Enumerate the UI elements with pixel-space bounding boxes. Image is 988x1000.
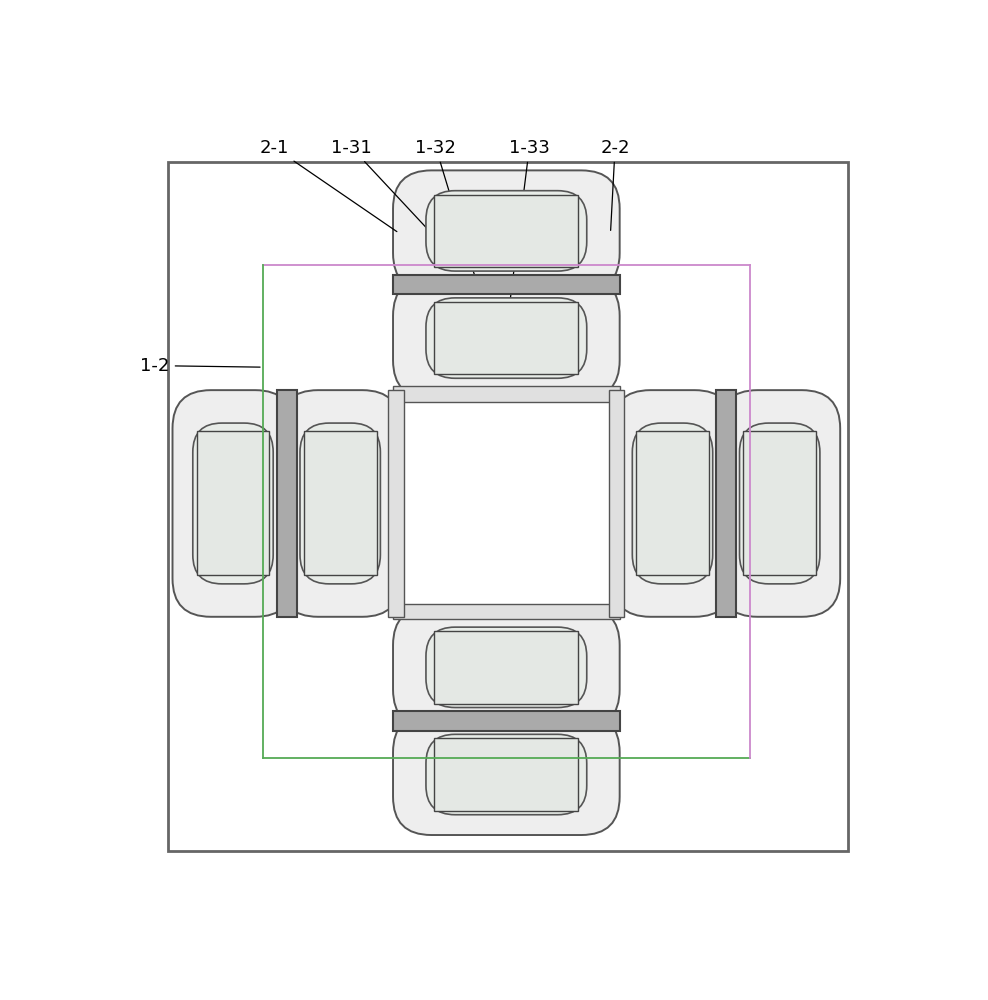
FancyBboxPatch shape [612,390,733,617]
FancyBboxPatch shape [739,423,820,584]
Text: 1-32: 1-32 [416,139,475,276]
Bar [277,390,296,617]
FancyBboxPatch shape [632,423,712,584]
Bar [393,604,619,619]
Bar [393,275,619,294]
Bar [435,302,578,374]
Text: 2-1: 2-1 [260,139,397,232]
Text: 1-2: 1-2 [140,357,260,375]
Bar [636,431,708,575]
FancyBboxPatch shape [719,390,840,617]
Bar [743,431,816,575]
FancyBboxPatch shape [426,734,587,815]
Bar [197,431,270,575]
FancyBboxPatch shape [426,298,587,378]
Bar [609,390,624,617]
FancyBboxPatch shape [173,390,293,617]
Text: 2-2: 2-2 [601,139,629,230]
Bar [435,738,578,811]
Bar [435,195,578,267]
FancyBboxPatch shape [300,423,380,584]
FancyBboxPatch shape [393,170,619,291]
FancyBboxPatch shape [193,423,274,584]
Bar [393,386,619,402]
FancyBboxPatch shape [393,607,619,728]
FancyBboxPatch shape [280,390,401,617]
FancyBboxPatch shape [426,191,587,271]
FancyBboxPatch shape [393,714,619,835]
Bar [304,431,376,575]
Bar [393,711,619,731]
Bar [716,390,736,617]
Bar [168,162,848,851]
Bar [388,390,404,617]
Bar [435,631,578,704]
Text: 1-33: 1-33 [505,139,549,340]
FancyBboxPatch shape [393,278,619,399]
FancyBboxPatch shape [426,627,587,708]
Text: 1-31: 1-31 [331,139,442,244]
